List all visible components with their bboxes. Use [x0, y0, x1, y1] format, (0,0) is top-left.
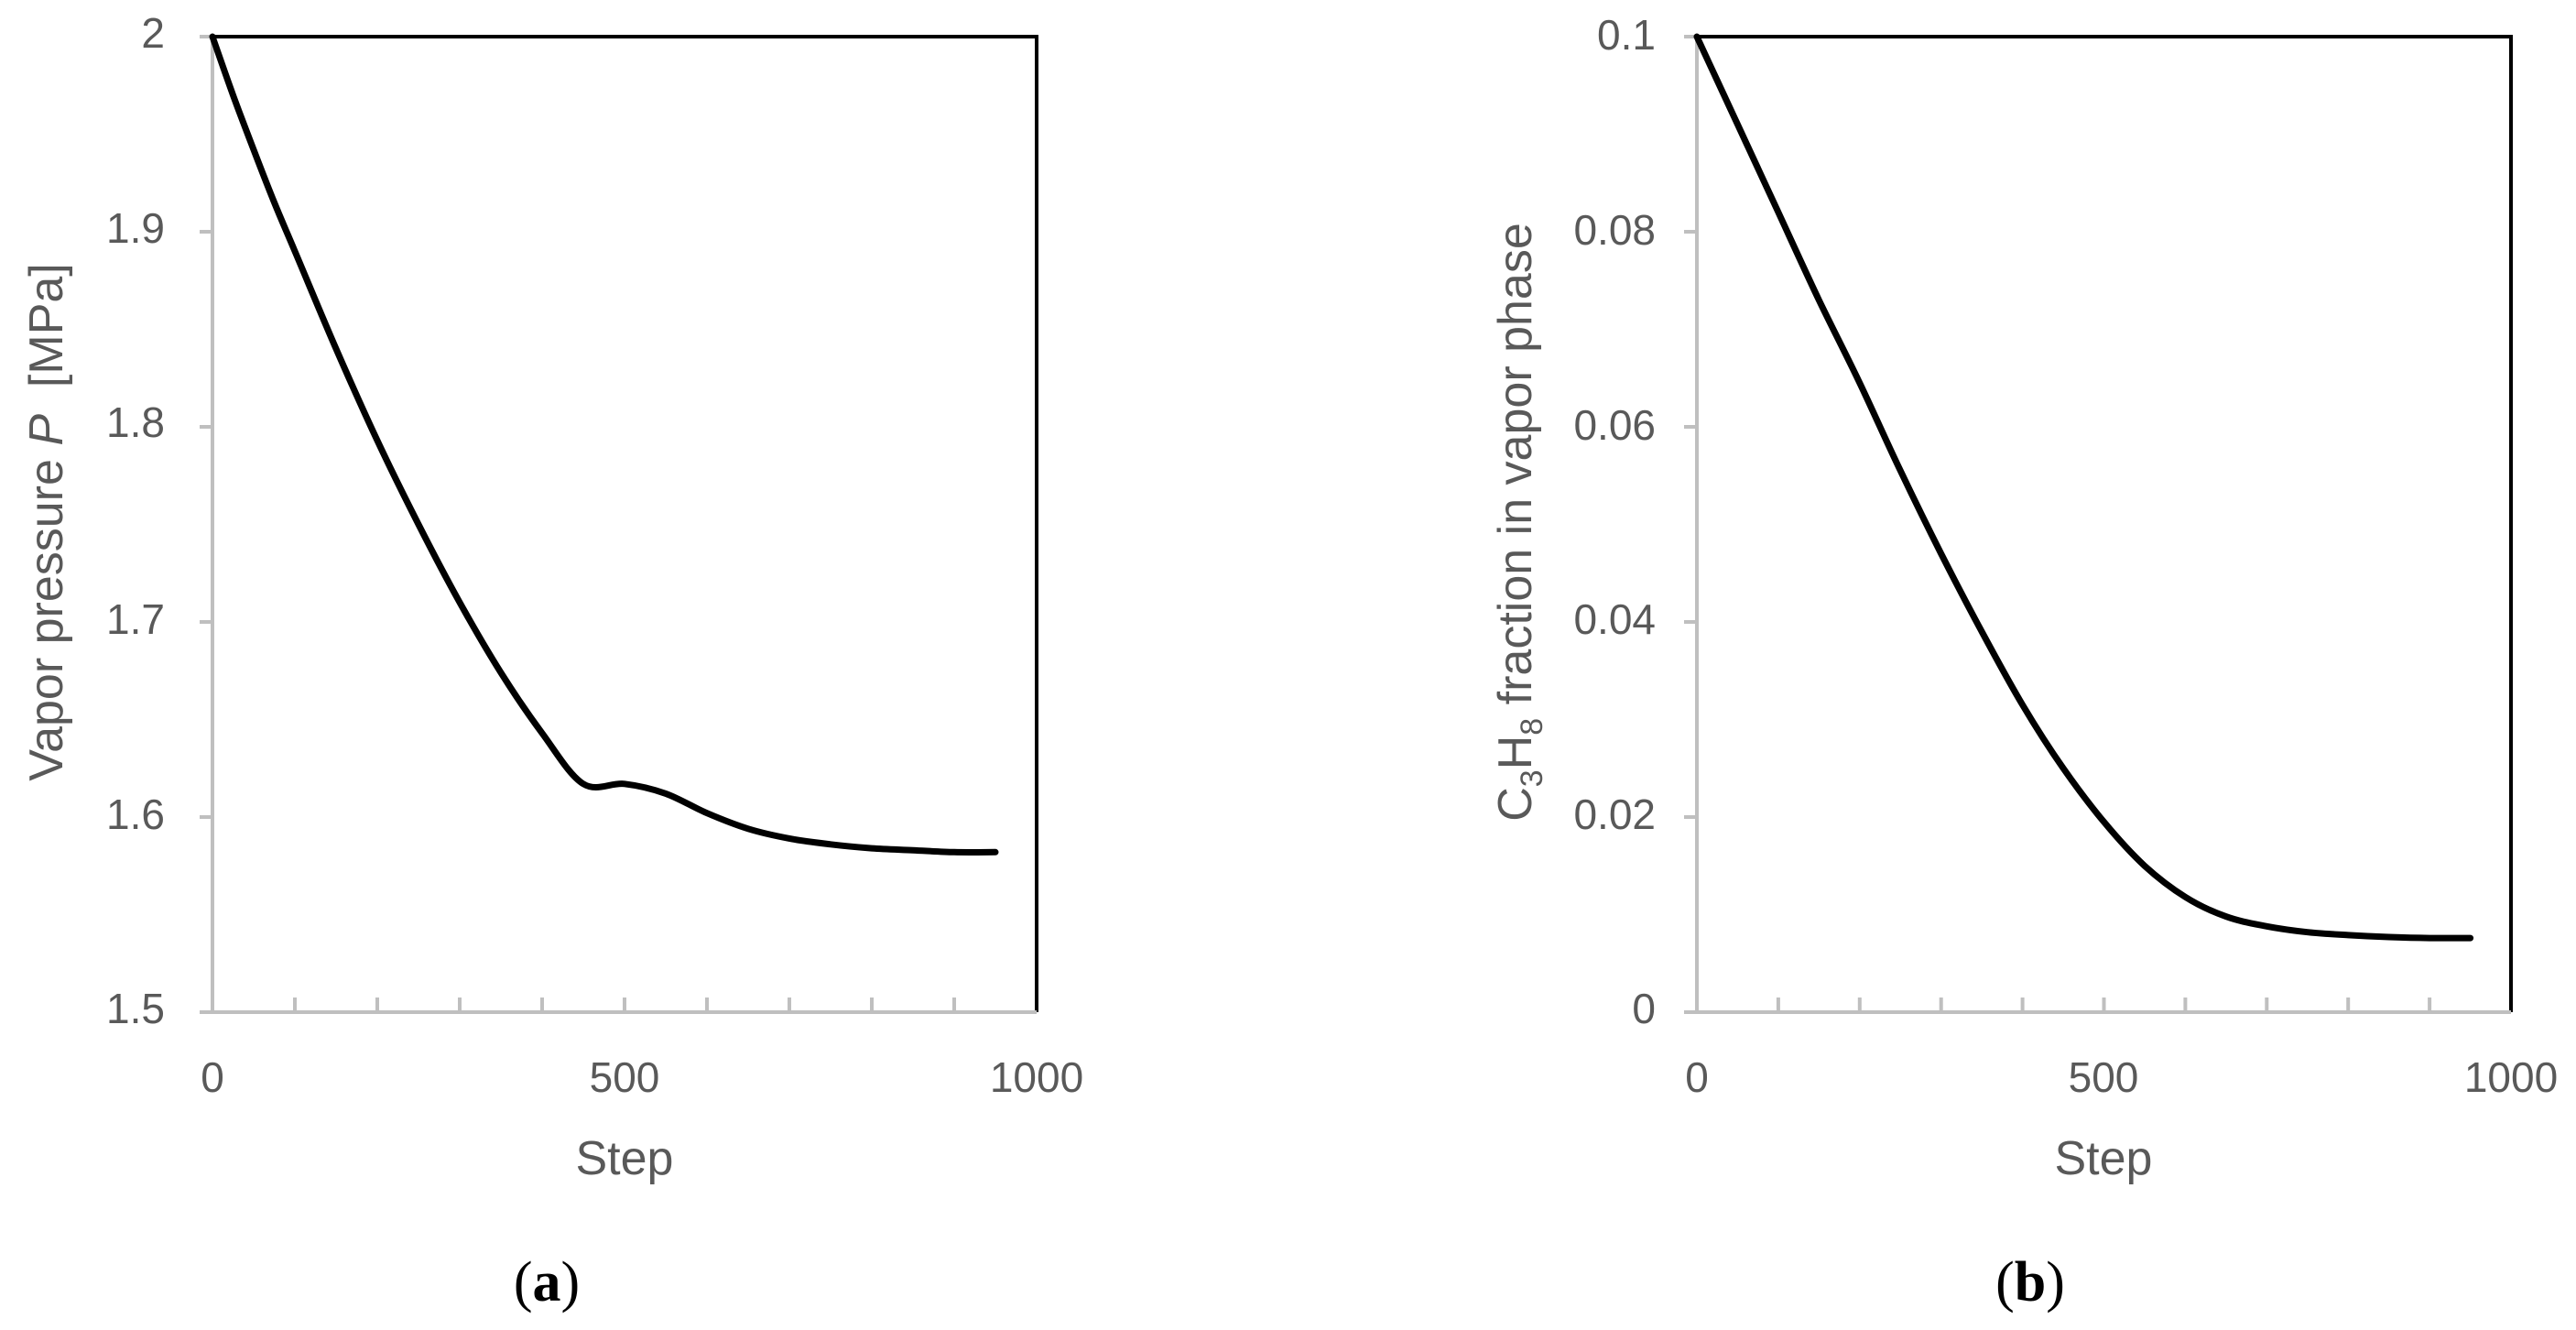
x-minor-ticks-a — [293, 998, 956, 1012]
y-tick-label-a: 1.6 — [106, 790, 165, 838]
y-axis-title-part-b: fraction in vapor phase — [1489, 223, 1542, 718]
series-line-a — [209, 33, 999, 856]
x-tick-label-a: 0 — [201, 1053, 224, 1101]
x-tick-label-b: 0 — [1685, 1053, 1709, 1101]
x-axis-title-a: Step — [576, 1132, 674, 1185]
x-tick-label-a: 1000 — [990, 1053, 1083, 1101]
x-tick-label-a: 500 — [590, 1053, 660, 1101]
y-axis-title-suffix-a: [MPa] — [20, 263, 73, 414]
panel-label-b: (b) — [1995, 1251, 2065, 1314]
y-ticks-b — [1684, 35, 1697, 1014]
panel-label-open-b: ( — [1995, 1251, 2015, 1314]
y-tick-label-a: 1.5 — [106, 985, 165, 1032]
y-axis-title-subscript-b: 3 — [1515, 769, 1549, 787]
x-minor-ticks-b — [1776, 998, 2432, 1012]
y-axis-title-a: Vapor pressure P [MPa] — [20, 263, 73, 781]
y-axis-title-b: C3H8 fraction in vapor phase — [1489, 223, 1549, 822]
panel-label-open-a: ( — [514, 1251, 533, 1314]
y-axis-title-prefix-a: Vapor pressure — [20, 446, 73, 781]
x-axis-title-b: Step — [2055, 1132, 2153, 1185]
series-line-b — [1693, 33, 2474, 942]
y-axis-title-part-b: C — [1489, 787, 1542, 822]
y-tick-label-b: 0.02 — [1573, 790, 1656, 838]
y-tick-label-a: 2 — [141, 9, 165, 57]
panel-label-letter-b: b — [2015, 1251, 2046, 1314]
y-tick-label-a: 1.9 — [106, 204, 165, 252]
y-tick-label-b: 0 — [1632, 985, 1656, 1032]
y-tick-label-b: 0.08 — [1573, 206, 1656, 254]
y-axis-title-symbol-a: P — [20, 414, 73, 446]
y-tick-label-b: 0.04 — [1573, 595, 1656, 643]
y-tick-label-b: 0.06 — [1573, 401, 1656, 449]
y-tick-label-a: 1.8 — [106, 398, 165, 446]
plot-frame-a — [212, 35, 1038, 1012]
x-tick-label-b: 1000 — [2464, 1053, 2558, 1101]
panel-label-close-a: ) — [561, 1251, 581, 1314]
panel-label-a: (a) — [514, 1251, 580, 1314]
y-tick-label-b: 0.1 — [1597, 11, 1656, 59]
chart-panel-b: 0 0.02 0.04 0.06 0.08 0.1 0 500 1000 Ste… — [1489, 11, 2558, 1314]
y-ticks-a — [200, 35, 212, 1014]
panel-label-letter-a: a — [533, 1251, 561, 1314]
chart-panel-a: 1.5 1.6 1.7 1.8 1.9 2 0 500 1000 Step Va… — [20, 9, 1083, 1314]
panel-label-close-b: ) — [2046, 1251, 2065, 1314]
y-tick-label-a: 1.7 — [106, 595, 165, 643]
x-tick-label-b: 500 — [2069, 1053, 2139, 1101]
y-axis-title-subscript-b: 8 — [1515, 718, 1549, 736]
y-axis-title-part-b: H — [1489, 736, 1542, 770]
plot-frame-b — [1697, 35, 2513, 1012]
